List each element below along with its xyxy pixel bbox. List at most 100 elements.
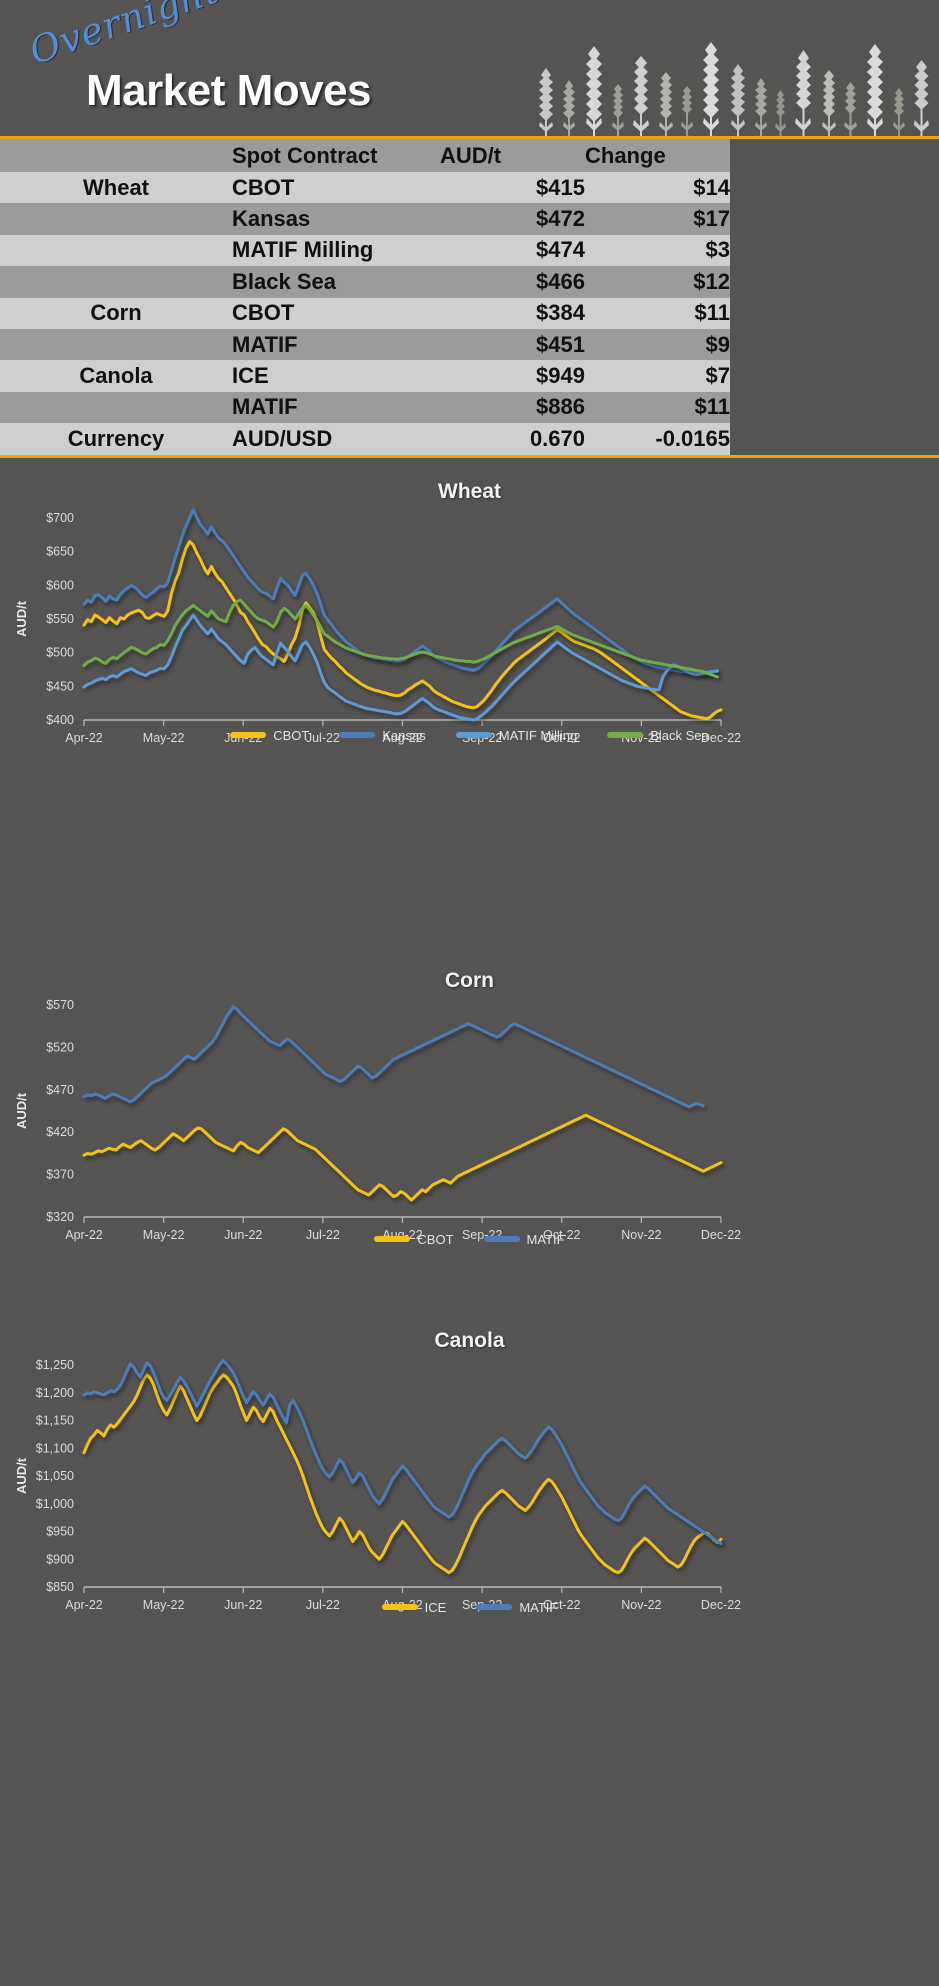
x-axis-tick: Oct-22 xyxy=(543,1228,581,1242)
canola-legend: ICE MATIF xyxy=(0,1600,939,1615)
row-category xyxy=(0,203,232,234)
x-axis-tick: May-22 xyxy=(143,1598,185,1612)
legend-swatch-icon xyxy=(455,732,492,739)
x-axis-tick: Nov-22 xyxy=(621,1228,661,1242)
row-change: $11 xyxy=(694,394,731,420)
wheat-stalk-icon xyxy=(893,88,905,136)
row-category xyxy=(0,392,232,423)
row-change: $7 xyxy=(705,363,730,389)
legend-item[interactable]: MATIF xyxy=(483,1232,565,1247)
col-header-change: Change xyxy=(585,142,666,168)
legend-label: CBOT xyxy=(417,1231,454,1247)
corn-plot: $320 $370 $420 $470 $520 $570 AUD/t Apr-22 May-2… xyxy=(0,991,939,1251)
corn-plot-svg: $320 $370 $420 $470 $520 $570 AUD/t Apr-22 May-2… xyxy=(14,998,741,1242)
row-category: Corn xyxy=(90,300,142,326)
legend-item[interactable]: ICE xyxy=(381,1599,447,1615)
row-category: Canola xyxy=(79,363,153,389)
legend-item[interactable]: CBOT xyxy=(230,728,309,743)
y-axis-tick: $700 xyxy=(46,511,74,525)
row-category xyxy=(0,235,232,266)
series-line-ice xyxy=(82,1373,723,1574)
wheat-stalk-icon xyxy=(633,56,649,136)
row-value: $886 xyxy=(536,394,585,420)
row-change: $9 xyxy=(705,331,730,357)
x-axis-tick: Apr-22 xyxy=(65,1598,103,1612)
legend-item[interactable]: MATIF Milling xyxy=(455,728,577,743)
legend-label: Black Sea xyxy=(650,727,709,743)
market-table-body: Wheat CBOT $415 $14 Kansas $472 $17 MATIF Milli… xyxy=(0,172,730,455)
y-axis-tick: $450 xyxy=(46,679,74,693)
row-contract: Kansas xyxy=(232,206,311,232)
legend-swatch-icon xyxy=(339,732,376,739)
row-change: $3 xyxy=(705,237,730,263)
y-axis-tick: $400 xyxy=(46,713,74,727)
row-value: $474 xyxy=(536,237,585,263)
row-value: $949 xyxy=(536,363,585,389)
series-line-matif xyxy=(82,1004,705,1108)
y-axis-tick: $1,150 xyxy=(36,1413,74,1427)
wheat-stalk-icon xyxy=(612,84,624,136)
row-contract: MATIF Milling xyxy=(232,237,374,263)
wheat-stalk-icon xyxy=(795,50,811,136)
row-change: $12 xyxy=(693,268,730,294)
legend-item[interactable]: Kansas xyxy=(339,727,426,743)
legend-swatch-icon xyxy=(607,732,644,739)
row-category xyxy=(0,266,232,297)
y-axis-tick: $500 xyxy=(46,645,74,659)
wheat-stalk-icon xyxy=(867,44,883,136)
row-change: $17 xyxy=(693,206,730,232)
y-axis-title: AUD/t xyxy=(14,1092,29,1129)
canola-plot-svg: $850 $900 $950 $1,000 $1,050 $1,100 $1,150 $1,2… xyxy=(14,1358,741,1612)
x-axis-tick: Jul-22 xyxy=(306,1598,340,1612)
table-row: Wheat CBOT $415 $14 xyxy=(0,172,730,204)
legend-item[interactable]: CBOT xyxy=(374,1231,454,1247)
table-row: MATIF Milling $474 $3 xyxy=(0,234,730,267)
y-axis-tick: $550 xyxy=(46,612,74,626)
table-top-rule xyxy=(0,136,939,139)
y-axis-tick: $1,100 xyxy=(36,1441,74,1455)
wheat-stalk-icon xyxy=(703,42,719,136)
y-axis-tick: $1,250 xyxy=(36,1358,74,1372)
legend-item[interactable]: MATIF xyxy=(476,1600,557,1615)
table-header-row: Spot Contract AUD/t Change xyxy=(0,139,730,172)
y-axis-tick: $320 xyxy=(46,1210,74,1224)
legend-swatch-icon xyxy=(381,1604,418,1611)
legend-item[interactable]: Black Sea xyxy=(607,728,709,743)
row-contract: MATIF xyxy=(232,394,298,420)
legend-label: ICE xyxy=(424,1599,447,1615)
y-axis-tick: $520 xyxy=(46,1040,74,1054)
y-axis-tick: $1,050 xyxy=(36,1469,74,1483)
wheat-stalk-icon xyxy=(914,60,929,136)
row-contract: ICE xyxy=(232,363,269,389)
table-row: Canola ICE $949 $7 xyxy=(0,360,730,392)
corn-chart-title: Corn xyxy=(445,968,494,992)
y-axis-tick: $900 xyxy=(46,1552,74,1566)
legend-swatch-icon xyxy=(374,1236,411,1243)
table-bottom-rule xyxy=(0,454,939,458)
row-value: $384 xyxy=(536,300,585,326)
corn-legend: CBOT MATIF xyxy=(0,1232,939,1247)
table-row: Kansas $472 $17 xyxy=(0,203,730,235)
x-axis-tick: May-22 xyxy=(143,731,185,745)
wheat-stalk-icon xyxy=(822,70,836,136)
legend-label: MATIF xyxy=(519,1599,558,1615)
legend-swatch-icon xyxy=(483,1236,520,1243)
wheat-stalk-icon xyxy=(844,82,857,136)
col-header-spot-contract: Spot Contract xyxy=(232,142,378,168)
x-axis-tick: Apr-22 xyxy=(65,1228,103,1242)
page-title: Market Moves xyxy=(86,66,372,115)
y-axis-tick: $1,000 xyxy=(36,1496,74,1510)
x-axis-tick: Jul-22 xyxy=(306,731,340,745)
wheat-plot: $400 $450 $500 $550 $600 $650 $700 AUD/t Apr-22 M… xyxy=(0,504,939,754)
row-contract: AUD/USD xyxy=(232,425,333,451)
canola-plot: $850 $900 $950 $1,000 $1,050 $1,100 $1,150 $1,2… xyxy=(0,1351,939,1621)
row-contract: CBOT xyxy=(232,300,295,326)
col-header-category xyxy=(0,139,232,172)
page-header: Overnight Market Moves xyxy=(0,0,939,136)
y-axis-tick: $1,200 xyxy=(36,1385,74,1399)
y-axis-title: AUD/t xyxy=(14,1457,29,1494)
wheat-stalk-icon xyxy=(539,68,553,136)
legend-label: Kansas xyxy=(382,727,426,743)
wheat-stalk-icon xyxy=(681,86,693,136)
x-axis-tick: May-22 xyxy=(143,1228,185,1242)
